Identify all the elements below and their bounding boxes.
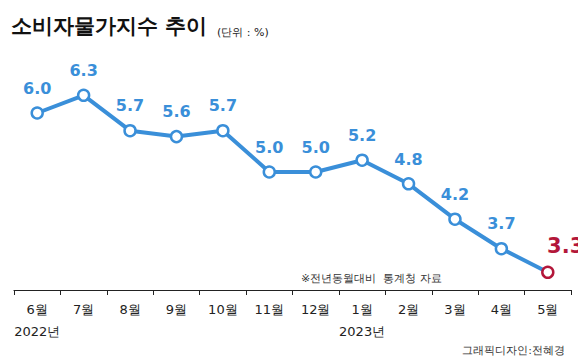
svg-text:4.2: 4.2	[441, 185, 469, 204]
svg-text:그래픽디자인:전혜경: 그래픽디자인:전혜경	[462, 344, 565, 357]
svg-text:5.6: 5.6	[162, 102, 190, 121]
svg-text:4.8: 4.8	[394, 150, 422, 169]
svg-text:12월: 12월	[301, 302, 331, 317]
svg-text:5.0: 5.0	[302, 138, 330, 157]
svg-text:11월: 11월	[255, 302, 285, 317]
svg-text:5.2: 5.2	[348, 126, 376, 145]
svg-text:10월: 10월	[208, 302, 238, 317]
svg-text:3월: 3월	[444, 302, 465, 317]
svg-text:6.3: 6.3	[69, 61, 97, 80]
svg-text:6.0: 6.0	[23, 79, 51, 98]
svg-text:8월: 8월	[119, 302, 140, 317]
svg-text:5.7: 5.7	[209, 96, 237, 115]
svg-text:2023년: 2023년	[339, 324, 385, 339]
svg-text:2월: 2월	[398, 302, 419, 317]
svg-text:4월: 4월	[491, 302, 512, 317]
svg-text:5.0: 5.0	[255, 138, 283, 157]
svg-text:5.7: 5.7	[116, 96, 144, 115]
svg-text:1월: 1월	[351, 302, 372, 317]
svg-text:3.7: 3.7	[487, 214, 515, 233]
svg-text:5월: 5월	[537, 302, 558, 317]
svg-text:3.3: 3.3	[547, 234, 578, 258]
svg-text:9월: 9월	[166, 302, 187, 317]
svg-text:2022년: 2022년	[14, 324, 60, 339]
svg-text:7월: 7월	[73, 302, 94, 317]
svg-text:※전년동월대비 통계청 자료: ※전년동월대비 통계청 자료	[301, 272, 442, 285]
svg-text:소비자물가지수 추이: 소비자물가지수 추이	[11, 14, 207, 38]
svg-text:(단위 : %): (단위 : %)	[217, 26, 269, 39]
svg-text:6월: 6월	[27, 302, 48, 317]
